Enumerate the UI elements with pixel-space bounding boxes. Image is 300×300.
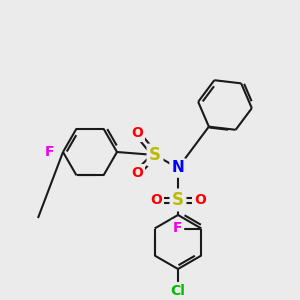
Text: O: O [131,126,143,140]
Text: Cl: Cl [171,284,185,298]
Text: O: O [150,193,162,207]
Text: S: S [172,191,184,209]
Text: F: F [44,145,54,159]
Text: O: O [131,166,143,180]
Text: N: N [172,160,184,175]
Text: S: S [149,146,161,164]
Text: O: O [194,193,206,207]
Text: F: F [172,221,182,236]
